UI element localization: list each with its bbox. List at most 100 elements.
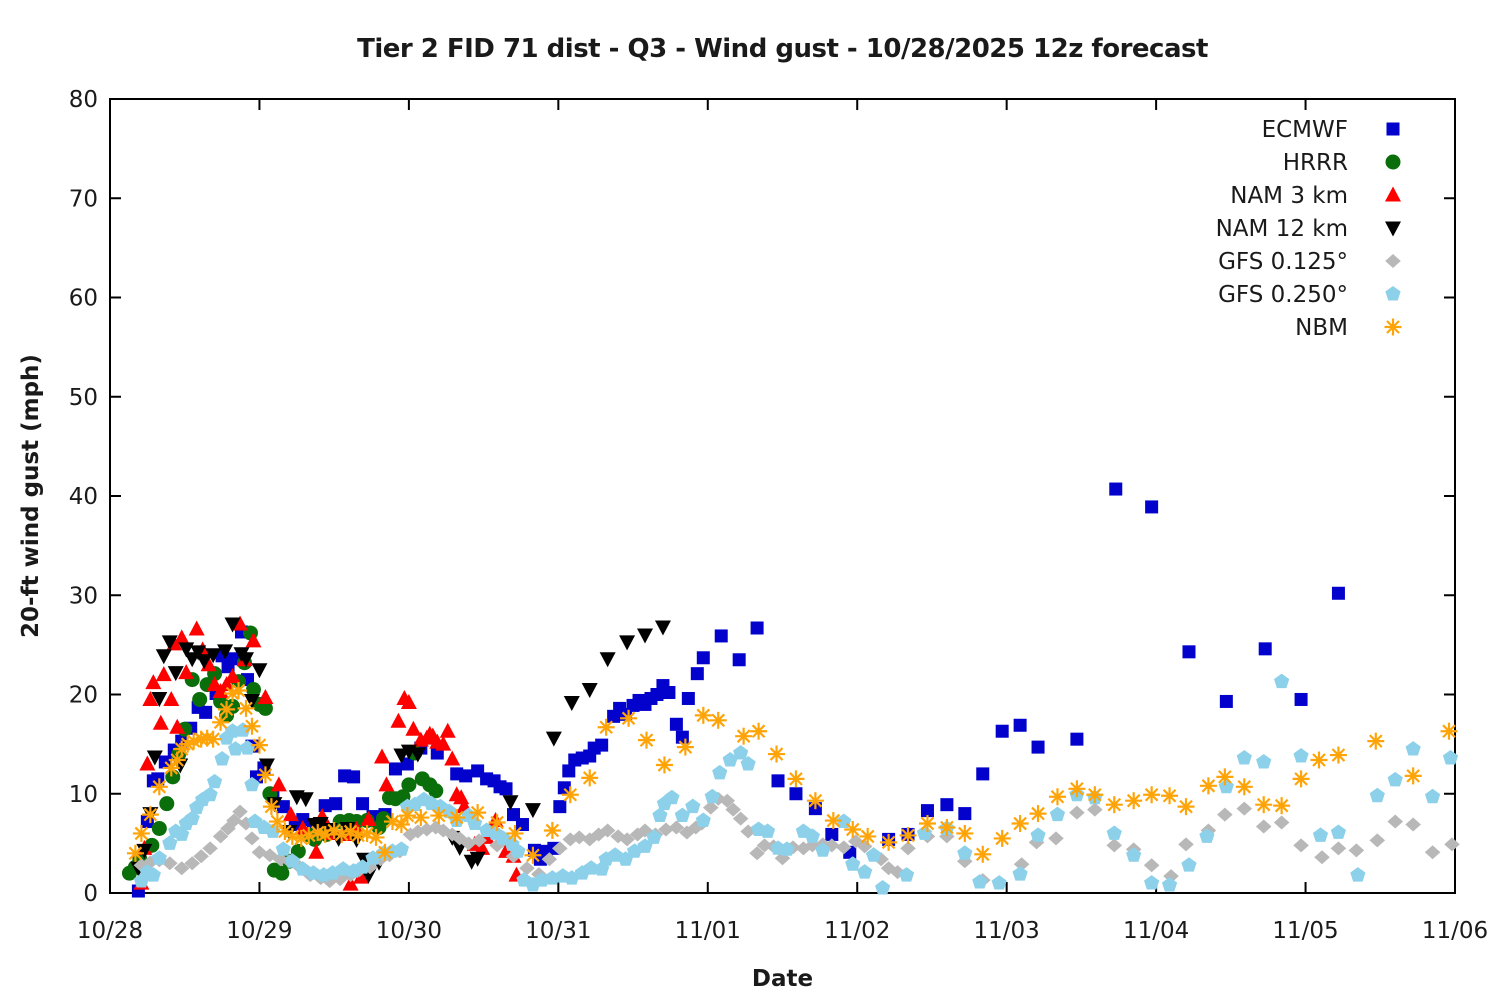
data-point-asterisk <box>141 806 159 824</box>
data-point-diamond <box>847 834 864 849</box>
data-point-diamond <box>1348 843 1365 858</box>
data-point-asterisk <box>561 786 579 804</box>
data-point-square <box>920 804 934 818</box>
data-point-triangle-down <box>563 695 580 711</box>
data-point-square <box>562 764 576 778</box>
data-point-asterisk <box>448 809 466 827</box>
data-point-asterisk <box>1105 796 1123 814</box>
data-point-asterisk <box>1255 796 1273 814</box>
data-point-asterisk <box>1125 792 1143 810</box>
data-point-asterisk <box>938 818 956 836</box>
data-point-diamond <box>599 823 616 838</box>
data-point-diamond <box>637 823 653 838</box>
data-point-asterisk <box>1329 746 1347 764</box>
data-point-pentagon <box>779 841 795 856</box>
data-point-pentagon <box>1049 806 1066 822</box>
data-point-triangle-down <box>545 731 562 747</box>
data-point-square <box>595 738 609 752</box>
data-point-pentagon <box>151 850 167 865</box>
data-point-circle <box>274 865 290 881</box>
data-point-pentagon <box>564 870 580 885</box>
data-point-pentagon <box>335 861 351 876</box>
data-point-triangle-down <box>581 683 598 699</box>
data-point-asterisk <box>1216 768 1234 786</box>
data-point-square <box>276 800 290 814</box>
data-point-triangle-up <box>188 620 205 636</box>
data-point-pentagon <box>1293 748 1309 763</box>
data-point-triangle-down <box>654 620 671 636</box>
data-point-pentagon <box>652 807 668 823</box>
data-point-asterisk <box>506 824 524 842</box>
data-point-asterisk <box>1177 798 1195 816</box>
data-point-asterisk <box>787 770 805 788</box>
y-tick-label: 70 <box>69 186 98 212</box>
data-point-diamond <box>571 830 588 845</box>
data-point-diamond <box>1387 814 1404 829</box>
data-point-asterisk <box>655 756 673 774</box>
data-point-triangle-up <box>173 629 190 645</box>
data-point-triangle-down <box>167 666 184 682</box>
asterisk-legend-marker-icon <box>1384 318 1402 336</box>
data-point-asterisk <box>398 807 416 825</box>
data-point-square <box>347 770 361 784</box>
data-point-diamond <box>1424 845 1441 860</box>
data-point-triangle-down <box>190 645 207 661</box>
series-gfs-0-125- <box>133 791 1460 889</box>
y-tick-label: 80 <box>69 87 98 113</box>
x-tick-label: 11/01 <box>675 918 741 944</box>
data-point-asterisk <box>150 778 168 796</box>
data-point-asterisk <box>597 718 615 736</box>
legend-item-gfs-0-125-: GFS 0.125° <box>1218 249 1401 275</box>
data-point-asterisk <box>126 844 144 862</box>
data-point-asterisk <box>488 814 506 832</box>
data-point-pentagon <box>857 864 873 879</box>
data-point-pentagon <box>1256 753 1272 769</box>
data-point-square <box>789 787 803 801</box>
data-point-triangle-up <box>378 776 395 792</box>
data-point-diamond <box>1106 838 1123 853</box>
data-point-triangle-up <box>270 776 287 792</box>
data-point-triangle-up <box>169 718 186 734</box>
data-point-asterisk <box>709 711 727 729</box>
data-point-pentagon <box>646 829 662 844</box>
data-point-asterisk <box>638 731 656 749</box>
data-point-triangle-down <box>502 795 519 811</box>
data-point-square <box>296 813 310 827</box>
x-tick-label: 11/05 <box>1272 918 1338 944</box>
data-point-triangle-down <box>161 635 178 651</box>
data-point-pentagon <box>227 741 244 756</box>
data-point-square <box>199 705 213 719</box>
data-point-triangle-up <box>139 755 156 771</box>
data-point-asterisk <box>376 843 394 861</box>
data-point-asterisk <box>1404 767 1422 785</box>
data-point-diamond <box>1069 805 1085 820</box>
data-point-square <box>825 827 839 841</box>
data-point-asterisk <box>974 845 992 863</box>
data-point-triangle-up <box>353 868 370 884</box>
y-tick-label: 40 <box>69 484 98 510</box>
data-point-square <box>388 762 402 776</box>
data-point-square <box>1182 645 1196 659</box>
data-point-circle <box>151 820 167 836</box>
data-point-triangle-down <box>243 693 260 709</box>
data-point-asterisk <box>237 699 255 717</box>
data-point-pentagon <box>162 835 178 850</box>
data-point-pentagon <box>184 810 200 826</box>
data-point-diamond <box>824 838 840 853</box>
data-point-asterisk <box>412 809 430 827</box>
data-point-asterisk <box>1199 777 1217 795</box>
data-point-pentagon <box>759 823 776 838</box>
data-point-triangle-down <box>409 747 426 763</box>
data-point-pentagon <box>1274 673 1290 689</box>
data-point-diamond <box>1444 837 1460 852</box>
data-point-diamond <box>244 831 260 846</box>
data-point-asterisk <box>132 824 150 842</box>
data-point-pentagon <box>284 853 300 868</box>
legend-item-gfs-0-250-: GFS 0.250° <box>1218 282 1401 308</box>
data-point-pentagon <box>305 865 321 880</box>
data-point-pentagon <box>174 826 190 841</box>
data-point-square <box>1145 500 1159 514</box>
legend-item-ecmwf: ECMWF <box>1262 117 1400 143</box>
data-point-triangle-down <box>599 652 616 668</box>
data-point-triangle-up <box>178 664 195 680</box>
